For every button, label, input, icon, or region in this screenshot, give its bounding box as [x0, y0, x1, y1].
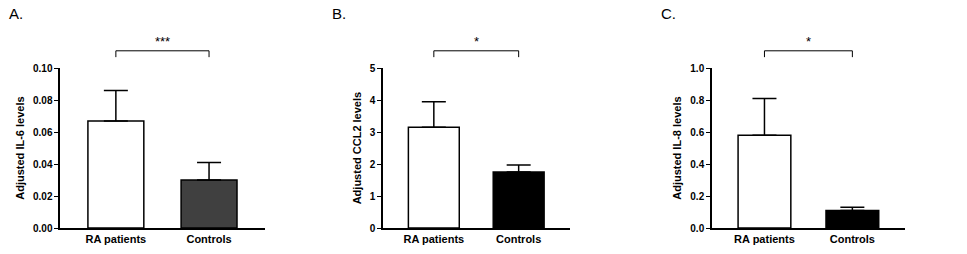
- svg-text:RA patients: RA patients: [86, 233, 147, 245]
- svg-text:Controls: Controls: [496, 233, 541, 245]
- svg-text:Adjusted IL-6 levels: Adjusted IL-6 levels: [14, 96, 26, 199]
- svg-text:Controls: Controls: [186, 233, 231, 245]
- svg-text:5: 5: [370, 63, 376, 74]
- svg-text:Adjusted IL-8 levels: Adjusted IL-8 levels: [671, 96, 683, 199]
- svg-text:RA patients: RA patients: [734, 233, 795, 245]
- svg-text:0.10: 0.10: [33, 63, 53, 74]
- svg-text:*: *: [806, 34, 811, 49]
- svg-text:2: 2: [370, 159, 376, 170]
- svg-text:0: 0: [370, 223, 376, 234]
- svg-text:0.00: 0.00: [33, 223, 53, 234]
- svg-text:0.4: 0.4: [690, 159, 704, 170]
- svg-text:*: *: [474, 34, 479, 49]
- svg-text:C.: C.: [661, 5, 676, 22]
- svg-text:RA patients: RA patients: [403, 233, 464, 245]
- svg-text:B.: B.: [332, 5, 346, 22]
- svg-text:0.0: 0.0: [690, 223, 704, 234]
- svg-text:0.04: 0.04: [33, 159, 53, 170]
- svg-text:0.6: 0.6: [690, 127, 704, 138]
- svg-text:0.8: 0.8: [690, 95, 704, 106]
- svg-text:Adjusted CCL2 levels: Adjusted CCL2 levels: [351, 92, 363, 204]
- svg-text:0.08: 0.08: [33, 95, 53, 106]
- svg-text:3: 3: [370, 127, 376, 138]
- svg-text:Controls: Controls: [830, 233, 875, 245]
- svg-text:***: ***: [155, 34, 170, 49]
- svg-text:0.02: 0.02: [33, 191, 53, 202]
- svg-text:1.0: 1.0: [690, 63, 704, 74]
- svg-text:4: 4: [370, 95, 376, 106]
- svg-text:0.2: 0.2: [690, 191, 704, 202]
- svg-text:1: 1: [370, 191, 376, 202]
- svg-text:0.06: 0.06: [33, 127, 53, 138]
- svg-text:A.: A.: [9, 5, 23, 22]
